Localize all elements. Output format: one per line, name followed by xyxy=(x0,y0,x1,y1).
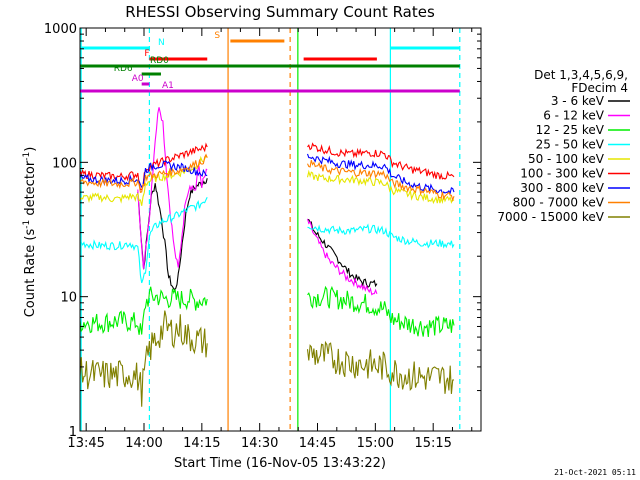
series-line-3-seg-0 xyxy=(80,196,208,284)
x-axis: 13:45 14:00 14:15 14:30 14:45 15:00 15:15 xyxy=(67,28,473,451)
series-line-3-seg-1 xyxy=(307,223,455,249)
legend-header-line: FDecim 4 xyxy=(571,81,628,95)
series-line-1-seg-0 xyxy=(137,107,208,269)
x-tick-label: 14:00 xyxy=(125,436,162,451)
legend-entry-label: 800 - 7000 keV xyxy=(513,196,605,210)
series-line-2-seg-0 xyxy=(80,286,208,335)
flag-label-a0: A0 xyxy=(132,74,144,84)
series-line-4-seg-1 xyxy=(306,169,455,205)
series-line-1-seg-1 xyxy=(306,218,378,296)
x-tick-label: 15:00 xyxy=(357,436,394,451)
flag-label-n: N xyxy=(158,38,165,48)
y-tick-label: 10 xyxy=(60,291,77,306)
flag-label-f: F xyxy=(144,49,149,59)
series-line-8-seg-0 xyxy=(80,310,208,407)
x-tick-label: 13:45 xyxy=(67,436,104,451)
footer-date: 21-Oct-2021 05:11 xyxy=(554,468,636,477)
y-tick-label: 1000 xyxy=(44,22,77,37)
series-line-8-seg-1 xyxy=(306,340,455,394)
chart-title: RHESSI Observing Summary Count Rates xyxy=(125,3,435,21)
legend-entry-label: 50 - 100 keV xyxy=(528,152,605,166)
legend-entry-label: 12 - 25 keV xyxy=(536,123,605,137)
y-tick-label: 1 xyxy=(69,425,77,440)
y-axis-label: Count Rate (s-1 detector-1) xyxy=(22,147,38,318)
plot-frame xyxy=(79,27,482,432)
x-tick-label: 14:15 xyxy=(183,436,220,451)
series-line-7-seg-0 xyxy=(80,153,208,194)
legend-entry-label: 7000 - 15000 keV xyxy=(497,210,604,224)
series-line-2-seg-1 xyxy=(307,285,455,337)
legend-header-line: Det 1,3,4,5,6,9, xyxy=(534,68,628,82)
legend-entry-label: 6 - 12 keV xyxy=(543,109,605,123)
x-tick-label: 15:15 xyxy=(414,436,451,451)
flag-label-s: S xyxy=(214,31,220,41)
legend-entry-label: 100 - 300 keV xyxy=(520,167,604,181)
series-line-0-seg-1 xyxy=(307,218,378,288)
y-axis: 1 10 100 1000 xyxy=(44,22,481,440)
x-tick-label: 14:45 xyxy=(299,436,336,451)
legend-entry-label: 25 - 50 keV xyxy=(536,138,605,152)
legend-entry-label: 300 - 800 keV xyxy=(520,181,604,195)
x-axis-label: Start Time (16-Nov-05 13:43:22) xyxy=(174,456,386,471)
series-line-5-seg-1 xyxy=(307,142,455,180)
legend-entry-label: 3 - 6 keV xyxy=(551,94,605,108)
x-tick-label: 14:30 xyxy=(241,436,278,451)
series-line-6-seg-1 xyxy=(306,153,455,195)
flag-label-rd0: RD0 xyxy=(150,56,169,66)
flag-label-a1: A1 xyxy=(162,81,174,91)
series-line-7-seg-1 xyxy=(307,160,455,202)
flag-label-rd6: RD6 xyxy=(114,64,133,74)
y-tick-label: 100 xyxy=(52,156,77,171)
